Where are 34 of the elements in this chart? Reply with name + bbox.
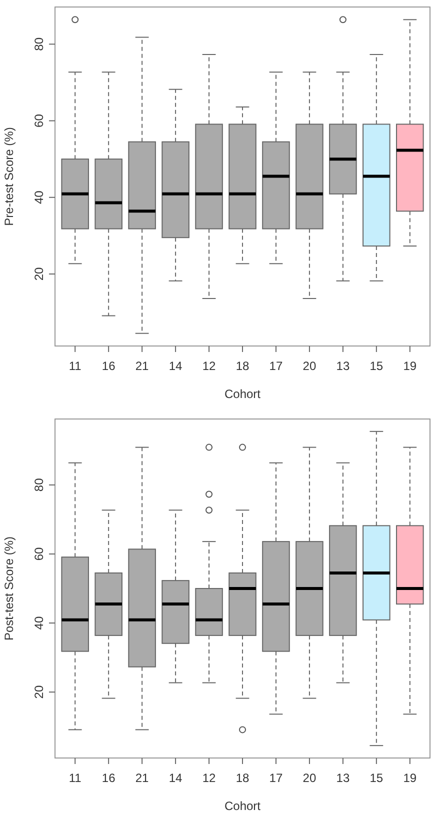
y-tick-label: 40 xyxy=(32,616,46,630)
x-tick-label: 20 xyxy=(302,359,316,373)
y-axis-title: Pre-test Score (%) xyxy=(2,127,16,226)
x-tick-label: 13 xyxy=(336,771,350,785)
x-tick-label: 21 xyxy=(135,359,150,373)
y-tick-label: 20 xyxy=(32,685,46,699)
y-tick-label: 80 xyxy=(32,478,46,492)
y-tick-label: 20 xyxy=(32,266,46,281)
x-tick-label: 15 xyxy=(370,359,384,373)
x-tick-label: 14 xyxy=(168,359,183,373)
y-axis-title: Post-test Score (%) xyxy=(2,536,16,641)
x-tick-label: 15 xyxy=(370,771,384,785)
y-tick-label: 60 xyxy=(32,546,46,561)
x-tick-label: 16 xyxy=(102,771,116,785)
x-tick-label: 18 xyxy=(236,359,250,373)
y-tick-label: 60 xyxy=(32,114,46,128)
x-tick-label: 12 xyxy=(202,359,216,373)
x-tick-label: 17 xyxy=(269,359,283,373)
x-tick-label: 14 xyxy=(168,771,183,785)
x-axis-title: Cohort xyxy=(224,387,262,401)
x-tick-label: 17 xyxy=(269,771,283,785)
x-tick-label: 13 xyxy=(336,359,350,373)
x-tick-label: 12 xyxy=(202,771,216,785)
x-tick-label: 21 xyxy=(135,771,150,785)
x-tick-label: 11 xyxy=(68,359,82,373)
x-tick-label: 19 xyxy=(403,359,417,373)
x-axis-title: Cohort xyxy=(224,799,262,813)
x-tick-label: 16 xyxy=(102,359,116,373)
x-tick-label: 18 xyxy=(236,771,250,785)
y-tick-label: 40 xyxy=(32,190,46,204)
y-tick-label: 80 xyxy=(32,37,46,51)
x-tick-label: 19 xyxy=(403,771,417,785)
x-tick-label: 20 xyxy=(302,771,316,785)
x-tick-label: 11 xyxy=(68,771,82,785)
